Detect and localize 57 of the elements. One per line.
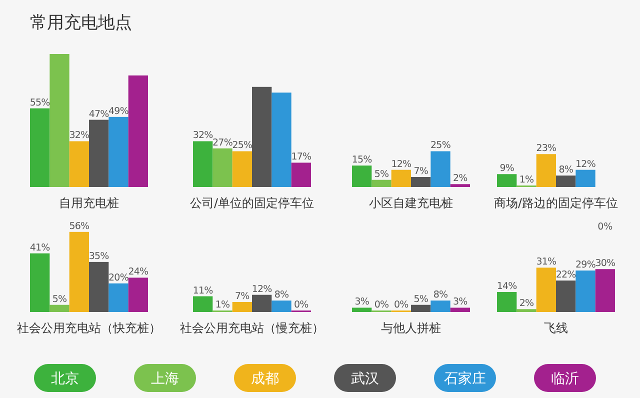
data-label: 12% — [391, 158, 412, 170]
data-label: 5% — [374, 168, 390, 180]
data-label: 0% — [394, 300, 409, 310]
data-label: 32% — [192, 130, 214, 142]
x-tick-label: 小区自建充电桩 — [369, 196, 453, 210]
data-label: 24% — [128, 266, 148, 278]
data-label: 11% — [192, 285, 214, 296]
x-tick-label: 自用充电桩 — [59, 196, 119, 210]
data-label: 5% — [52, 294, 68, 305]
data-label: 0% — [294, 300, 309, 310]
data-label: 2% — [453, 173, 468, 184]
data-label: 32% — [69, 130, 90, 142]
data-label: 41% — [30, 242, 50, 254]
data-label: 25% — [232, 140, 252, 152]
data-label: 1% — [519, 174, 534, 186]
data-label: 56% — [69, 220, 90, 232]
data-label: 3% — [354, 296, 370, 308]
chart-title: 常用充电地点 — [30, 13, 132, 33]
annotation: 0% — [598, 222, 613, 233]
data-label: 8% — [274, 290, 290, 301]
x-tick-label: 商场/路边的固定停车位 — [494, 196, 618, 210]
text: 上海 — [151, 371, 179, 387]
x-tick-label: 社会公用充电站（快充桩） — [17, 321, 161, 335]
data-label: 20% — [108, 272, 129, 284]
data-label: 8% — [433, 290, 448, 301]
data-label: 27% — [212, 137, 233, 148]
data-label: 29% — [576, 260, 596, 271]
data-label: 3% — [453, 296, 468, 308]
text: 石家庄 — [444, 371, 486, 387]
data-label: 17% — [291, 152, 312, 163]
x-tick-label: 社会公用充电站（慢充桩） — [180, 321, 324, 335]
data-label: 31% — [536, 256, 556, 268]
text: 成都 — [251, 371, 279, 387]
data-label: 35% — [88, 250, 110, 262]
x-tick-label: 与他人拼桩 — [381, 321, 441, 335]
data-label: 12% — [576, 158, 596, 170]
data-label: 0% — [374, 300, 390, 310]
data-label: 12% — [252, 284, 272, 295]
x-tick-label: 公司/单位的固定停车位 — [190, 196, 314, 210]
data-label: 8% — [558, 164, 574, 176]
data-label: 49% — [108, 106, 129, 117]
data-label: 25% — [430, 140, 451, 152]
text: 临沂 — [551, 371, 579, 387]
data-label: 30% — [595, 258, 616, 270]
data-label: 1% — [215, 300, 230, 310]
data-label: 15% — [352, 154, 372, 166]
data-label: 5% — [414, 294, 428, 305]
data-label: 2% — [519, 298, 534, 310]
text: 北京 — [51, 371, 79, 387]
data-label: 9% — [500, 163, 514, 174]
data-label: 7% — [235, 290, 250, 302]
data-label: 14% — [496, 280, 518, 292]
data-label: 7% — [414, 166, 428, 177]
x-tick-label: 飞线 — [544, 321, 568, 335]
text: 武汉 — [351, 371, 379, 387]
data-label: 47% — [88, 108, 110, 120]
data-label: 23% — [536, 143, 556, 154]
